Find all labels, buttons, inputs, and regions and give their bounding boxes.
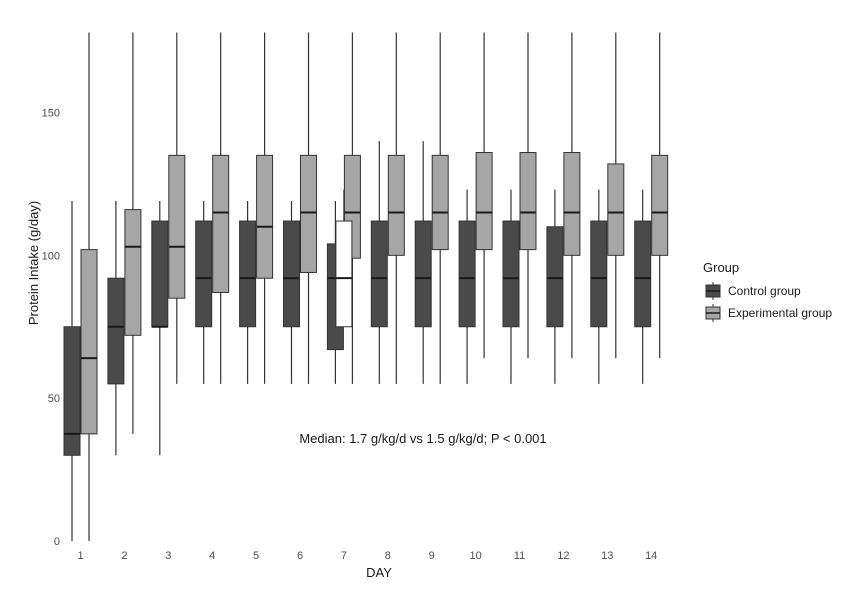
box-rect xyxy=(607,163,625,256)
x-tick-label: 12 xyxy=(557,550,569,562)
x-tick-label: 14 xyxy=(645,550,657,562)
experimental-box xyxy=(563,32,581,359)
control-box xyxy=(107,201,125,456)
experimental-box xyxy=(168,32,186,384)
control-box xyxy=(590,189,608,384)
box-rect xyxy=(256,154,274,279)
x-tick-label: 1 xyxy=(77,550,83,562)
y-tick-label: 150 xyxy=(42,108,60,120)
experimental-box xyxy=(651,32,669,359)
box-rect xyxy=(63,326,81,456)
chart-annotation: Median: 1.7 g/kg/d vs 1.5 g/kg/d; P < 0.… xyxy=(299,431,546,446)
box-rect xyxy=(634,220,652,328)
control-box xyxy=(63,201,81,541)
x-tick-label: 6 xyxy=(297,550,303,562)
x-tick-label: 7 xyxy=(341,550,347,562)
experimental-box xyxy=(387,32,405,384)
legend: Group Control group Experimental group xyxy=(703,260,832,322)
y-axis-title: Protein Intake (g/day) xyxy=(26,201,41,325)
legend-entries: Control group Experimental group xyxy=(705,282,832,322)
experimental-box xyxy=(256,32,274,384)
control-box xyxy=(414,141,432,384)
box-rect xyxy=(519,151,537,251)
experimental-box xyxy=(300,32,317,384)
box-rect xyxy=(195,220,213,328)
box-rect xyxy=(107,277,125,385)
box-rect xyxy=(546,226,564,328)
x-tick-label: 4 xyxy=(209,550,215,562)
control-box xyxy=(151,201,169,456)
box-rect xyxy=(80,249,98,435)
box-rect xyxy=(370,220,388,328)
x-tick-label: 5 xyxy=(253,550,259,562)
box-rect xyxy=(475,151,493,251)
y-tick-label: 100 xyxy=(42,250,60,262)
box-rect xyxy=(168,154,186,299)
box-rect xyxy=(151,220,169,328)
box-rect xyxy=(563,151,581,256)
experimental-box xyxy=(607,32,625,359)
box-rect xyxy=(212,154,230,293)
box-rect xyxy=(431,154,449,251)
x-tick-label: 8 xyxy=(385,550,391,562)
experimental-box xyxy=(212,32,230,384)
y-tick-label: 0 xyxy=(54,536,60,548)
experimental-box xyxy=(124,32,142,434)
experimental-box xyxy=(519,32,537,359)
box-rect xyxy=(239,220,257,328)
plot-area xyxy=(63,32,669,541)
box-rect xyxy=(651,154,669,256)
y-tick-label: 50 xyxy=(48,393,60,405)
control-box xyxy=(634,189,652,384)
box-rect xyxy=(502,220,520,328)
control-box xyxy=(546,189,564,384)
box-rect xyxy=(458,220,476,328)
x-tick-label: 10 xyxy=(469,550,481,562)
control-box xyxy=(195,201,213,384)
x-axis-title: DAY xyxy=(366,565,392,580)
box-rect xyxy=(590,220,608,328)
x-tick-label: 3 xyxy=(165,550,171,562)
x-tick-label: 9 xyxy=(429,550,435,562)
box-rect xyxy=(283,220,300,328)
experimental-box xyxy=(343,32,361,384)
legend-entry: Experimental group xyxy=(705,304,832,322)
experimental-box xyxy=(80,32,98,541)
legend-label: Control group xyxy=(728,284,801,298)
x-tick-label: 2 xyxy=(121,550,127,562)
legend-label: Experimental group xyxy=(728,306,832,320)
y-axis: 0 50 100 150 xyxy=(42,108,60,549)
legend-entry: Control group xyxy=(705,282,801,300)
control-box xyxy=(458,189,476,384)
control-box xyxy=(502,189,520,384)
legend-title: Group xyxy=(703,260,739,275)
experimental-box xyxy=(475,32,493,359)
highlight-box xyxy=(335,189,353,328)
box-rect xyxy=(414,220,432,328)
x-tick-label: 11 xyxy=(514,550,525,562)
x-axis: 1 2 3 4 5 6 7 8 9 10 11 12 13 14 xyxy=(77,550,657,562)
control-box xyxy=(370,141,388,384)
x-tick-label: 13 xyxy=(601,550,613,562)
box-rect xyxy=(124,209,142,336)
box-rect xyxy=(387,154,405,256)
control-box xyxy=(239,201,257,384)
control-box xyxy=(283,201,300,384)
box-rect xyxy=(335,220,353,328)
experimental-box xyxy=(431,32,449,384)
box-rect xyxy=(300,154,317,273)
